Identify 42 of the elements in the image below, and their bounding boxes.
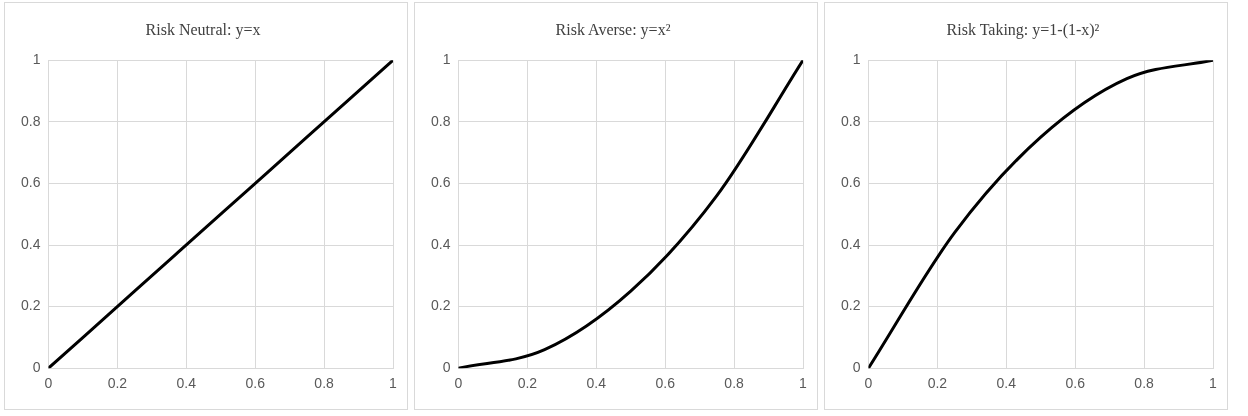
y-tick-label: 0.2 — [20, 297, 41, 314]
chart-title: Risk Taking: y=1-(1-x)² — [946, 20, 1100, 39]
x-tick-label: 0.4 — [176, 375, 197, 392]
x-tick-label: 0.6 — [245, 375, 266, 392]
x-tick-label: 0 — [44, 375, 53, 392]
y-tick-label: 0.8 — [20, 112, 41, 129]
y-tick-label: 0.4 — [840, 235, 861, 252]
chart-title: Risk Neutral: y=x — [145, 20, 261, 39]
y-tick-label: 1 — [852, 51, 861, 68]
x-tick-label: 0 — [454, 375, 463, 392]
y-tick-label: 1 — [442, 51, 451, 68]
y-tick-label: 0 — [32, 359, 41, 376]
x-tick-label: 0.4 — [586, 375, 607, 392]
y-tick-label: 0.6 — [20, 174, 41, 191]
y-tick-label: 0.2 — [840, 297, 861, 314]
x-tick-label: 0.8 — [1134, 375, 1155, 392]
y-tick-label: 0.8 — [430, 112, 451, 129]
x-tick-label: 1 — [799, 375, 808, 392]
line-series — [48, 60, 393, 369]
y-tick-label: 0.6 — [840, 174, 861, 191]
x-tick-label: 1 — [389, 375, 398, 392]
x-tick-label: 0.6 — [1065, 375, 1086, 392]
y-tick-label: 0.4 — [20, 235, 41, 252]
x-tick-label: 0.8 — [724, 375, 745, 392]
y-tick-label: 0 — [442, 359, 451, 376]
x-tick-label: 0.2 — [927, 375, 948, 392]
y-tick-label: 0.2 — [430, 297, 451, 314]
x-tick-label: 0.2 — [517, 375, 538, 392]
x-tick-label: 0.8 — [314, 375, 335, 392]
y-tick-label: 1 — [32, 51, 41, 68]
x-tick-label: 1 — [1209, 375, 1218, 392]
x-tick-label: 0 — [864, 375, 873, 392]
line-series — [458, 60, 803, 369]
y-tick-label: 0.8 — [840, 112, 861, 129]
x-tick-label: 0.2 — [107, 375, 128, 392]
line-series — [868, 60, 1213, 369]
y-tick-label: 0.6 — [430, 174, 451, 191]
x-tick-label: 0.4 — [996, 375, 1017, 392]
y-tick-label: 0 — [852, 359, 861, 376]
y-tick-label: 0.4 — [430, 235, 451, 252]
x-tick-label: 0.6 — [655, 375, 676, 392]
chart-title: Risk Averse: y=x² — [555, 20, 671, 39]
